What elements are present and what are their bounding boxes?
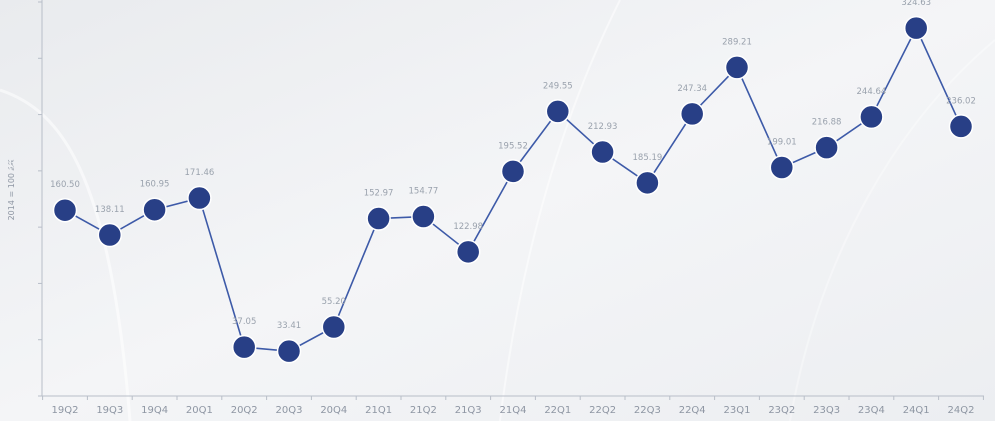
x-tick-label: 21Q2 — [410, 405, 437, 416]
data-label: 152.97 — [364, 189, 394, 199]
data-label: 216.88 — [812, 118, 842, 128]
x-tick-label: 21Q1 — [365, 405, 392, 416]
data-label: 236.02 — [946, 96, 976, 106]
x-tick-label: 24Q2 — [948, 405, 975, 416]
x-tick-label: 22Q2 — [589, 405, 616, 416]
data-label: 171.46 — [185, 168, 215, 178]
data-label: 244.64 — [857, 87, 887, 97]
data-label: 138.11 — [95, 205, 125, 215]
data-label: 160.95 — [140, 180, 170, 190]
data-label: 160.50 — [50, 180, 80, 190]
x-tick-label: 19Q4 — [141, 405, 168, 416]
x-tick-label: 23Q4 — [858, 405, 885, 416]
data-point — [814, 135, 839, 160]
data-label: 195.52 — [498, 141, 528, 151]
y-axis-label: ޑަރަޖަ 100 = 2014 — [7, 159, 16, 220]
data-labels: 160.50 138.11 160.95 171.46 37.05 33.41 55.20 1… — [50, 0, 976, 331]
data-point — [635, 170, 660, 196]
x-tick-label: 20Q4 — [320, 405, 347, 416]
data-label: 154.77 — [409, 187, 439, 197]
data-label: 185.19 — [633, 153, 663, 163]
data-label: 249.55 — [543, 81, 573, 91]
data-point — [187, 185, 212, 211]
data-point — [500, 159, 526, 184]
data-point — [590, 139, 615, 165]
x-tick-label: 21Q4 — [500, 405, 527, 416]
data-point — [366, 206, 391, 231]
axes — [38, 0, 984, 400]
x-tick-label: 23Q3 — [813, 405, 840, 416]
data-point — [545, 99, 571, 124]
data-point — [679, 101, 705, 127]
data-point — [769, 155, 795, 180]
data-point — [231, 334, 257, 360]
x-tick-label: 22Q3 — [634, 405, 661, 416]
data-label: 212.93 — [588, 122, 618, 132]
data-label: 33.41 — [277, 321, 301, 331]
x-tick-label: 20Q1 — [186, 405, 213, 416]
data-label: 289.21 — [722, 37, 752, 47]
x-tick-label: 24Q1 — [903, 405, 930, 416]
data-label: 37.05 — [232, 317, 256, 327]
background-swoosh — [0, 88, 132, 421]
data-point — [52, 197, 78, 223]
x-tick-label: 23Q1 — [724, 405, 751, 416]
x-tick-label: 19Q2 — [52, 405, 79, 416]
data-point — [411, 204, 436, 229]
x-tick-label: 20Q2 — [231, 405, 258, 416]
data-label: 324.63 — [901, 0, 931, 8]
data-point — [455, 239, 481, 265]
x-tick-label: 23Q2 — [768, 405, 795, 416]
data-label: 199.01 — [767, 137, 797, 147]
data-label: 247.34 — [677, 84, 707, 94]
data-point — [142, 197, 167, 222]
data-point — [859, 104, 884, 130]
x-tick-labels: 19Q2 19Q3 19Q4 20Q1 20Q2 20Q3 20Q4 21Q1 21Q2 21Q3… — [52, 405, 975, 416]
data-point — [321, 314, 347, 340]
background-swoosh — [499, 0, 621, 421]
data-point — [903, 15, 929, 41]
x-tick-label: 22Q4 — [679, 405, 706, 416]
data-point — [97, 222, 123, 248]
data-point — [276, 338, 302, 364]
data-label: 122.98 — [453, 222, 483, 232]
data-points — [52, 15, 974, 364]
data-label: 55.20 — [322, 297, 346, 307]
background-swoosh — [789, 39, 995, 421]
x-tick-label: 20Q3 — [276, 405, 303, 416]
x-tick-label: 19Q3 — [96, 405, 123, 416]
data-point — [724, 55, 750, 80]
x-tick-label: 21Q3 — [455, 405, 482, 416]
data-point — [948, 114, 974, 139]
x-tick-label: 22Q1 — [544, 405, 571, 416]
